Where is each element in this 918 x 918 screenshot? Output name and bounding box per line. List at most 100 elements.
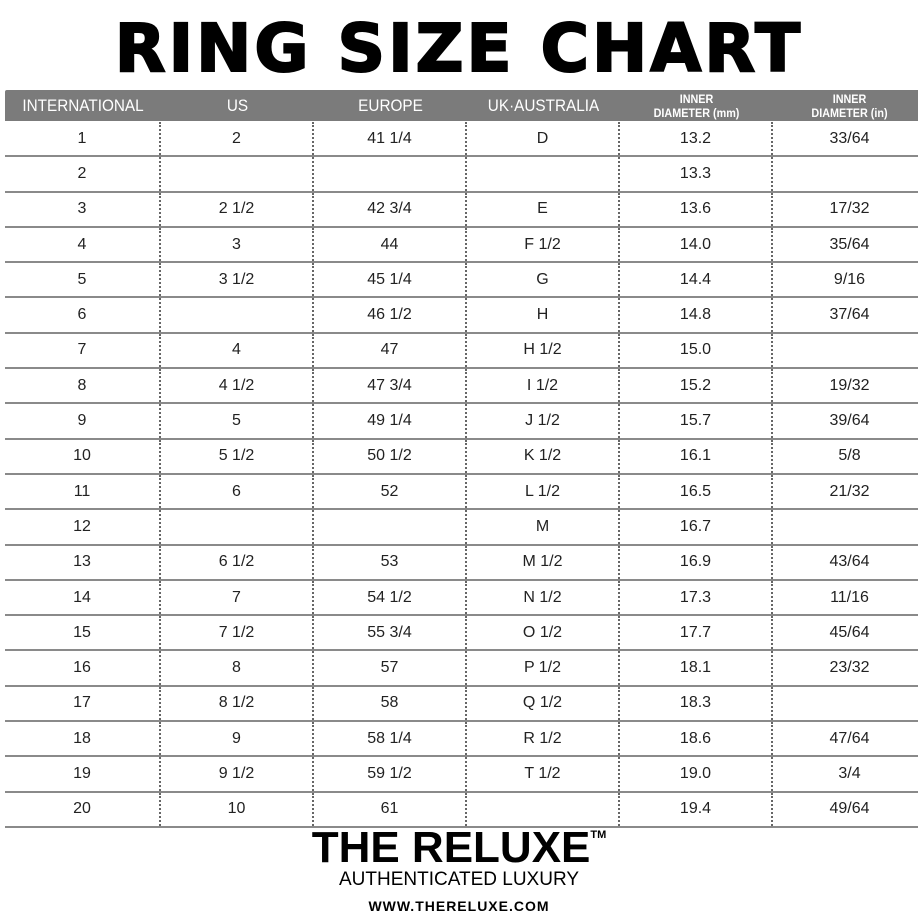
table-cell: 9 1/2	[161, 757, 314, 791]
table-row: 1 2 41 1/4 D 13.2 33/64	[5, 122, 918, 158]
brand-logo: THE RELUXETM	[0, 826, 918, 870]
table-row: 14 7 54 1/2 N 1/2 17.3 11/16	[5, 580, 918, 617]
table-cell: D	[467, 122, 620, 156]
header-line: UK·AUSTRALIA	[487, 95, 600, 115]
table-cell: 15.7	[620, 404, 773, 438]
table-row: 19 9 1/2 59 1/2 T 1/2 19.0 3/4	[5, 757, 918, 793]
column-header: INNER DIAMETER (mm)	[628, 90, 766, 121]
header-line: EUROPE	[358, 95, 423, 115]
table-cell: 19	[5, 757, 161, 791]
header-line: INNER	[679, 91, 714, 106]
table-cell: 50 1/2	[314, 439, 467, 473]
table-cell	[467, 157, 620, 191]
header-line: DIAMETER (in)	[811, 105, 888, 120]
website-link[interactable]: WWW.THERELUXE.COM	[368, 898, 550, 914]
table-cell: 15.0	[620, 333, 773, 368]
table-cell: M	[467, 510, 620, 544]
table-cell: 49 1/4	[314, 404, 467, 438]
table-cell: Q 1/2	[467, 686, 620, 721]
table-cell: O 1/2	[467, 616, 620, 650]
table-cell: 13	[5, 545, 161, 579]
table-row: 2 13.3	[5, 157, 918, 193]
table-cell: 9	[5, 404, 161, 438]
table-cell: 59 1/2	[314, 757, 467, 791]
table-cell: 18.3	[620, 686, 773, 721]
header-line: US	[226, 95, 249, 115]
table-cell: 6	[5, 298, 161, 332]
table-cell: 5	[5, 263, 161, 297]
table-cell: 45 1/4	[314, 263, 467, 297]
table-cell: 19/32	[829, 376, 870, 394]
table-cell: 13.2	[620, 122, 773, 156]
column-header: INNER DIAMETER (in)	[781, 90, 918, 121]
table-cell: 5/8	[838, 447, 861, 465]
table-cell: T 1/2	[467, 757, 620, 791]
table-cell: N 1/2	[467, 580, 620, 615]
table-cell: R 1/2	[467, 722, 620, 756]
table-row: 18 9 58 1/4 R 1/2 18.6 47/64	[5, 722, 918, 758]
table-cell	[314, 510, 467, 544]
trademark: TM	[590, 829, 607, 841]
table-cell: 55 3/4	[314, 616, 467, 650]
table-cell: 13.3	[620, 157, 773, 191]
table-cell	[314, 157, 467, 191]
table-cell: 18	[5, 722, 161, 756]
table-cell: 14.8	[620, 298, 773, 332]
table-cell: 20	[5, 792, 161, 826]
table-cell: 45/64	[829, 623, 870, 641]
table-cell: 53	[314, 545, 467, 579]
table-cell: 58	[314, 686, 467, 721]
table-row: 15 7 1/2 55 3/4 O 1/2 17.7 45/64	[5, 616, 918, 652]
table-cell: P 1/2	[467, 651, 620, 685]
table-cell: 18.1	[620, 651, 773, 685]
table-cell	[161, 157, 314, 191]
table-cell: 4	[5, 227, 161, 262]
table-cell: 15	[5, 616, 161, 650]
table-cell: 10	[161, 792, 314, 826]
table-row: 17 8 1/2 58 Q 1/2 18.3	[5, 686, 918, 723]
table-cell: L 1/2	[467, 474, 620, 509]
table-cell: 17/32	[829, 200, 870, 218]
table-cell: 1	[5, 122, 161, 156]
table-cell: 12	[5, 510, 161, 544]
table-cell	[161, 298, 314, 332]
table-cell: 6	[161, 474, 314, 509]
table-row: 12 M 16.7	[5, 510, 918, 546]
table-cell: E	[467, 192, 620, 226]
table-cell: 3 1/2	[161, 263, 314, 297]
table-cell: 46 1/2	[314, 298, 467, 332]
table-cell: 8 1/2	[161, 686, 314, 721]
column-header: UK·AUSTRALIA	[475, 90, 613, 121]
table-row: 16 8 57 P 1/2 18.1 23/32	[5, 651, 918, 687]
table-row: 6 46 1/2 H 14.8 37/64	[5, 298, 918, 334]
table-row: 10 5 1/2 50 1/2 K 1/2 16.1 5/8	[5, 439, 918, 475]
brand-tagline: AUTHENTICATED LUXURY	[339, 869, 579, 890]
table-cell: 16.7	[620, 510, 773, 544]
table-cell: F 1/2	[467, 227, 620, 262]
table-cell: 39/64	[829, 412, 870, 430]
table-row: 11 6 52 L 1/2 16.5 21/32	[5, 474, 918, 511]
table-cell: 14	[5, 580, 161, 615]
table-cell: 16.5	[620, 474, 773, 509]
table-cell: 4 1/2	[161, 369, 314, 403]
table-cell: 5 1/2	[161, 439, 314, 473]
table-cell: 17	[5, 686, 161, 721]
column-header: US	[169, 90, 307, 121]
table-cell: 8	[5, 369, 161, 403]
brand-block: THE RELUXETM AUTHENTICATED LUXURY WWW.TH…	[0, 826, 918, 915]
table-cell: 44	[314, 227, 467, 262]
table-cell: 47	[314, 333, 467, 368]
header-line: INTERNATIONAL	[22, 95, 144, 115]
table-cell: 42 3/4	[314, 192, 467, 226]
page-title: RING SIZE CHART	[114, 9, 804, 88]
table-cell: 57	[314, 651, 467, 685]
table-cell: 61	[314, 792, 467, 826]
header-line: INNER	[832, 91, 867, 106]
table-cell: G	[467, 263, 620, 297]
table-cell: 9/16	[833, 270, 866, 288]
table-cell: 6 1/2	[161, 545, 314, 579]
table-cell: 33/64	[829, 129, 870, 147]
table-cell	[467, 792, 620, 826]
table-cell: 4	[161, 333, 314, 368]
